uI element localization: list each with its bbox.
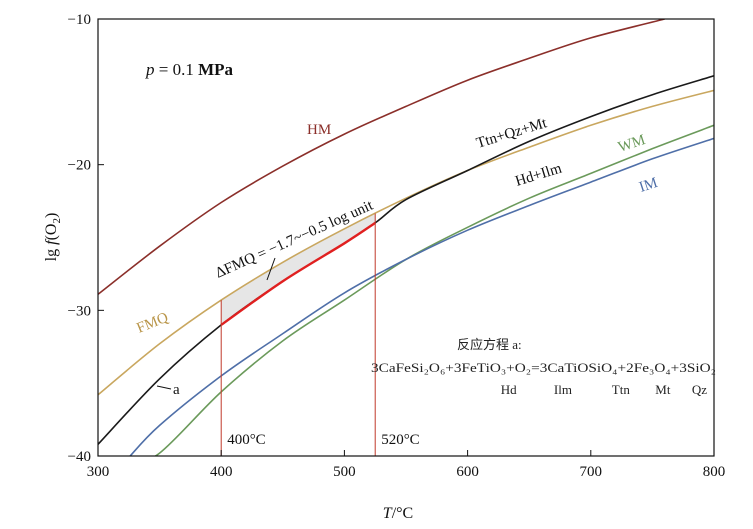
y-axis-title: lg f(O2)	[43, 213, 63, 262]
x-tick-label-600: 600	[456, 464, 479, 480]
x-axis-unit: /°C	[392, 505, 414, 522]
pressure-var: p	[145, 60, 155, 79]
x-tick-label-800: 800	[703, 464, 726, 480]
vertical-marker-label-400: 400°C	[227, 432, 266, 448]
series-line-a	[98, 75, 714, 445]
x-tick-label-300: 300	[87, 464, 110, 480]
y-axis-close: )	[43, 213, 60, 218]
series-line-wm	[153, 124, 714, 456]
ttn-qz-mt-label: Ttn+Qz+Mt	[474, 115, 549, 152]
mineral-label-hd: Hd	[501, 382, 517, 397]
a-label-leader	[156, 385, 172, 390]
vertical-markers-layer: 400°C 520°C	[220, 213, 420, 456]
plot-frame	[97, 18, 715, 457]
x-tick-label-500: 500	[333, 464, 356, 480]
im-label: IM	[637, 175, 659, 196]
reaction-title: 反应方程 a:	[457, 337, 522, 352]
fmq-label: FMQ	[135, 310, 171, 337]
vertical-marker-label-525: 520°C	[381, 432, 420, 448]
y-tick-label--40: −40	[68, 449, 91, 465]
hd-ilm-label: Hd+Ilm	[513, 161, 564, 190]
y-axis-prefix: lg	[43, 249, 60, 261]
y-axis-sub: 2	[51, 218, 63, 224]
a-label: a	[173, 382, 180, 398]
axis-ticks-layer: 300 400 500 600 700 800 −10 −20 −30 −40	[68, 12, 726, 480]
series-line-hm	[98, 19, 665, 295]
x-axis-title: T/°C	[383, 505, 413, 522]
x-tick-label-400: 400	[210, 464, 233, 480]
mineral-label-ttn: Ttn	[612, 382, 631, 397]
reaction-equation: 3CaFeSi₂O₆+3FeTiO₃+O₂=3CaTiOSiO₄+2Fe₃O₄+…	[371, 360, 716, 375]
y-tick-label--30: −30	[68, 303, 91, 319]
y-tick-label--20: −20	[68, 158, 91, 174]
pressure-eq: = 0.1	[155, 60, 199, 79]
pressure-unit: MPa	[198, 60, 233, 79]
series-line-im	[129, 137, 714, 456]
y-axis-arg: (O	[43, 224, 60, 241]
highlight-segment	[220, 221, 376, 326]
mineral-label-mt: Mt	[655, 382, 671, 397]
y-tick-label--10: −10	[68, 12, 91, 28]
mineral-label-qz: Qz	[692, 382, 707, 397]
pressure-label: p = 0.1 MPa	[145, 60, 234, 79]
series-line-fmq	[98, 89, 714, 396]
y-axis-fn: f	[43, 238, 60, 245]
mineral-label-ilm: Ilm	[554, 382, 572, 397]
series-lines-layer	[98, 19, 714, 456]
hm-label: HM	[307, 122, 331, 138]
mineral-labels: Hd Ilm Ttn Mt Qz	[501, 382, 708, 397]
x-tick-label-700: 700	[580, 464, 603, 480]
x-axis-var: T	[383, 505, 393, 522]
delta-fmq-leader	[266, 257, 276, 281]
